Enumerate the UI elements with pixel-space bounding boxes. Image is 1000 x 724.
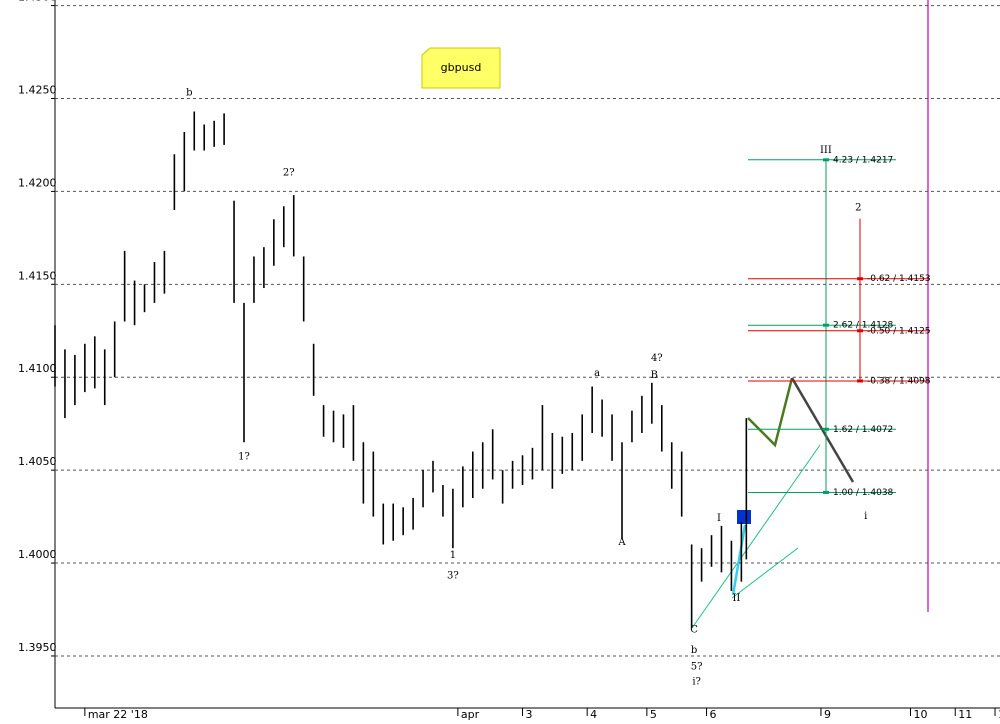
wave-label: 2? xyxy=(283,167,295,178)
x-tick-label: 9 xyxy=(824,708,831,721)
fib-dot xyxy=(857,277,863,281)
wave-label: II xyxy=(732,593,740,604)
fib-dot xyxy=(857,379,863,383)
wave-label: A xyxy=(617,537,626,548)
fib-label: 1.62 / 1.4072 xyxy=(833,425,893,435)
wave-label: a xyxy=(594,368,600,379)
fib-label: -0.50 / 1.4125 xyxy=(867,326,931,336)
x-tick-label: 12 xyxy=(998,708,1000,721)
fib-label: 4.23 / 1.4217 xyxy=(833,155,893,165)
fib-dot xyxy=(823,490,829,494)
wave-label: I xyxy=(717,513,721,524)
wave-label: B xyxy=(651,370,658,381)
wave-label: 2 xyxy=(855,203,861,214)
y-tick-label: 1.4200 xyxy=(18,176,57,189)
x-tick-label: mar 22 '18 xyxy=(88,708,148,721)
current-price-marker xyxy=(737,510,751,524)
fib-label: -0.38 / 1.4098 xyxy=(867,376,931,386)
y-tick-label: 1.4300 xyxy=(18,0,57,4)
wave-label: C xyxy=(690,624,698,635)
wave-label: b xyxy=(691,645,697,656)
fib-dot xyxy=(823,427,829,431)
channel-line xyxy=(731,547,799,599)
fib-dot xyxy=(857,329,863,333)
fib-label: -0.62 / 1.4153 xyxy=(867,274,931,284)
wave-label: i? xyxy=(692,676,701,687)
x-tick-label: 4 xyxy=(590,708,597,721)
fib-dot xyxy=(823,158,829,162)
fib-label: 1.00 / 1.4038 xyxy=(833,488,894,498)
x-tick-label: apr xyxy=(461,708,480,721)
y-tick-label: 1.4250 xyxy=(18,83,57,96)
wave-label: 5? xyxy=(691,662,703,673)
wave-projection xyxy=(731,524,747,596)
y-tick-label: 1.4150 xyxy=(18,269,57,282)
x-tick-label: 5 xyxy=(650,708,657,721)
note-box xyxy=(421,47,501,89)
x-tick-label: 3 xyxy=(526,708,533,721)
x-tick-label: 6 xyxy=(710,708,717,721)
wave-projection xyxy=(747,377,794,448)
y-tick-label: 1.4100 xyxy=(18,362,57,375)
wave-label: 3? xyxy=(447,571,459,582)
wave-label: III xyxy=(820,145,832,156)
wave-label: b xyxy=(186,87,192,98)
symbol-note: gbpusd xyxy=(421,47,501,89)
fib-label: 2.62 / 1.4128 xyxy=(833,321,894,331)
x-tick-label: 11 xyxy=(958,708,972,721)
symbol-label: gbpusd xyxy=(441,61,482,74)
fib-dot xyxy=(823,323,829,327)
wave-projection xyxy=(790,377,855,483)
wave-label: 1 xyxy=(450,550,456,561)
x-tick-label: 10 xyxy=(913,708,927,721)
wave-label: 1? xyxy=(238,452,250,463)
y-tick-label: 1.3950 xyxy=(18,641,57,654)
y-tick-label: 1.4050 xyxy=(18,455,57,468)
wave-label: 4? xyxy=(651,353,663,364)
y-tick-label: 1.4000 xyxy=(18,548,57,561)
channel-line xyxy=(691,444,821,629)
wave-label: i xyxy=(864,511,867,522)
